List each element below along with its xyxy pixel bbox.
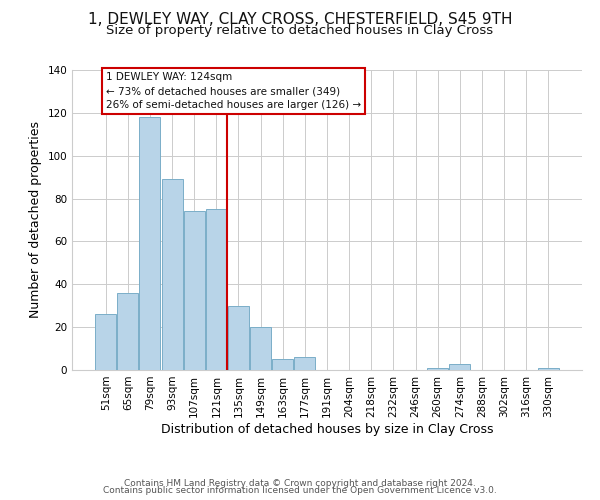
Bar: [161, 180, 182, 370]
Bar: [449, 364, 470, 370]
Text: Size of property relative to detached houses in Clay Cross: Size of property relative to detached ho…: [106, 24, 494, 37]
Bar: [139, 117, 160, 370]
Text: 1 DEWLEY WAY: 124sqm
← 73% of detached houses are smaller (349)
26% of semi-deta: 1 DEWLEY WAY: 124sqm ← 73% of detached h…: [106, 72, 361, 110]
Bar: [184, 212, 205, 370]
Bar: [95, 314, 116, 370]
Bar: [427, 368, 448, 370]
Bar: [206, 210, 227, 370]
Bar: [272, 360, 293, 370]
Text: 1, DEWLEY WAY, CLAY CROSS, CHESTERFIELD, S45 9TH: 1, DEWLEY WAY, CLAY CROSS, CHESTERFIELD,…: [88, 12, 512, 28]
Bar: [118, 293, 139, 370]
Text: Contains HM Land Registry data © Crown copyright and database right 2024.: Contains HM Land Registry data © Crown c…: [124, 478, 476, 488]
Y-axis label: Number of detached properties: Number of detached properties: [29, 122, 42, 318]
Text: Contains public sector information licensed under the Open Government Licence v3: Contains public sector information licen…: [103, 486, 497, 495]
Bar: [250, 327, 271, 370]
Bar: [228, 306, 249, 370]
Bar: [295, 357, 316, 370]
X-axis label: Distribution of detached houses by size in Clay Cross: Distribution of detached houses by size …: [161, 422, 493, 436]
Bar: [538, 368, 559, 370]
